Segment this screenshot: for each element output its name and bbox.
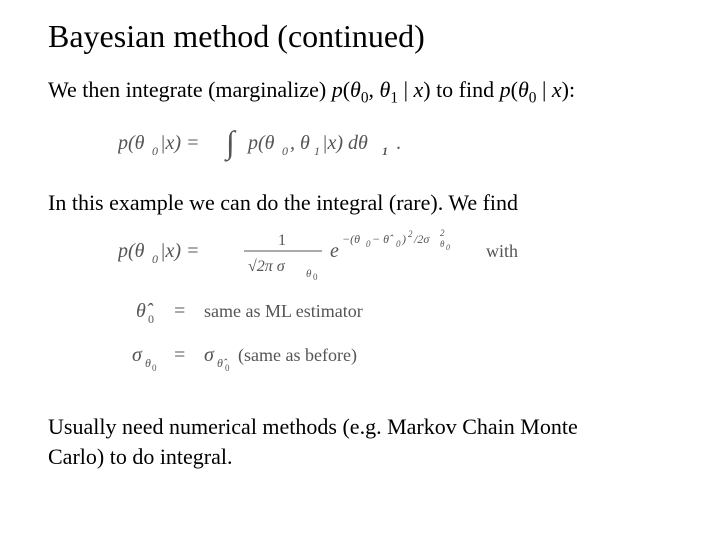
equation-2: p(θ 0 |x) = 1 √2π σ θ 0 e −(θ 0 − θ̂ 0 — [118, 227, 680, 382]
p-sym-1: p — [332, 77, 343, 102]
eq2-r1-pow-c: ) — [401, 232, 406, 246]
eq1-int: ∫ — [224, 124, 237, 162]
paren-open-1: ( — [343, 77, 350, 102]
eq2-r1-pow-sub0b: 0 — [396, 239, 401, 249]
theta-3: θ — [518, 77, 529, 102]
eq2-r3-rhs-sub2: 0 — [225, 363, 230, 373]
eq1-lhs-barx: |x) = — [160, 132, 200, 154]
equation-1: p(θ 0 |x) = ∫ p(θ 0 , θ 1 |x) dθ 1 . — [118, 119, 680, 172]
p-sym-2: p — [500, 77, 511, 102]
sub0-1: 0 — [361, 89, 369, 106]
eq1-rhs-barx: |x) dθ — [322, 132, 368, 154]
line3b: Carlo) to do integral. — [48, 444, 233, 469]
eq2-r3-rhs-sigma: σ — [204, 344, 215, 366]
eq2-r1-den: √2π σ — [248, 258, 286, 275]
eq2-r1-pow-a: −(θ — [342, 232, 360, 246]
bar-2: | — [536, 77, 551, 102]
eq2-r1-sub0: 0 — [152, 252, 158, 266]
eq2-r1-pow-sub0a: 0 — [366, 239, 371, 249]
paren-close-2: ) — [562, 77, 569, 102]
eq2-r1-num: 1 — [278, 232, 286, 249]
line1-pre: We then integrate (marginalize) — [48, 77, 332, 102]
eq2-r2-sub0: 0 — [148, 312, 154, 326]
x-1: x — [413, 77, 423, 102]
line1-mid: to find — [431, 77, 500, 102]
line-3: Usually need numerical methods (e.g. Mar… — [48, 412, 680, 471]
eq2-r1-pow-subf: 0 — [446, 243, 450, 252]
eq1-rhs-comma: , θ — [290, 132, 310, 154]
comma-1: , — [369, 77, 380, 102]
eq1-lhs-p: p(θ — [118, 132, 145, 154]
eq2-r3-lhs-sub: θ — [145, 356, 151, 370]
eq2-r1-pow-sq2: 2 — [440, 228, 445, 238]
eq2-r3-lhs-sigma: σ — [132, 344, 143, 366]
eq2-r1-with: with — [486, 241, 518, 261]
eq2-r1-e: e — [330, 240, 339, 262]
theta-1: θ — [350, 77, 361, 102]
slide-title: Bayesian method (continued) — [48, 18, 680, 55]
eq2-r1-den-sub: θ — [306, 268, 312, 280]
theta-2: θ — [380, 77, 391, 102]
line1-post: : — [569, 77, 575, 102]
eq2-r1-pow-b: − θ̂ — [372, 232, 394, 246]
eq2-r1-pow-sube: θ — [440, 239, 445, 249]
eq1-dot: . — [396, 132, 401, 154]
eq1-rhs-dsub1: 1 — [382, 144, 388, 158]
eq2-r1-lhs: p(θ — [118, 240, 145, 262]
eq1-rhs-p: p(θ — [246, 132, 275, 154]
eq2-r2-eq: = — [174, 300, 185, 322]
sub1-1: 1 — [390, 89, 398, 106]
eq2-r3-rhs-text: (same as before) — [238, 345, 357, 366]
eq2-r3-eq: = — [174, 344, 185, 366]
line3a: Usually need numerical methods (e.g. Mar… — [48, 414, 578, 439]
eq2-r2-rhs: same as ML estimator — [204, 301, 363, 321]
line-1: We then integrate (marginalize) p(θ0, θ1… — [48, 75, 680, 105]
eq1-lhs-sub0: 0 — [152, 144, 158, 158]
paren-open-2: ( — [511, 77, 518, 102]
eq2-r1-pow-sq: 2 — [408, 229, 413, 239]
bar-1: | — [398, 77, 413, 102]
eq1-rhs-sub0: 0 — [282, 144, 288, 158]
eq2-r1-barx-eq: |x) = — [160, 240, 200, 262]
eq2-r1-den-sub2: 0 — [313, 272, 318, 282]
paren-close-1: ) — [423, 77, 430, 102]
line-2: In this example we can do the integral (… — [48, 188, 680, 218]
eq2-r3-lhs-sub2: 0 — [152, 363, 157, 373]
eq2-r1-pow-d: /2σ — [413, 232, 430, 246]
eq1-rhs-sub1: 1 — [314, 144, 320, 158]
x-2: x — [552, 77, 562, 102]
